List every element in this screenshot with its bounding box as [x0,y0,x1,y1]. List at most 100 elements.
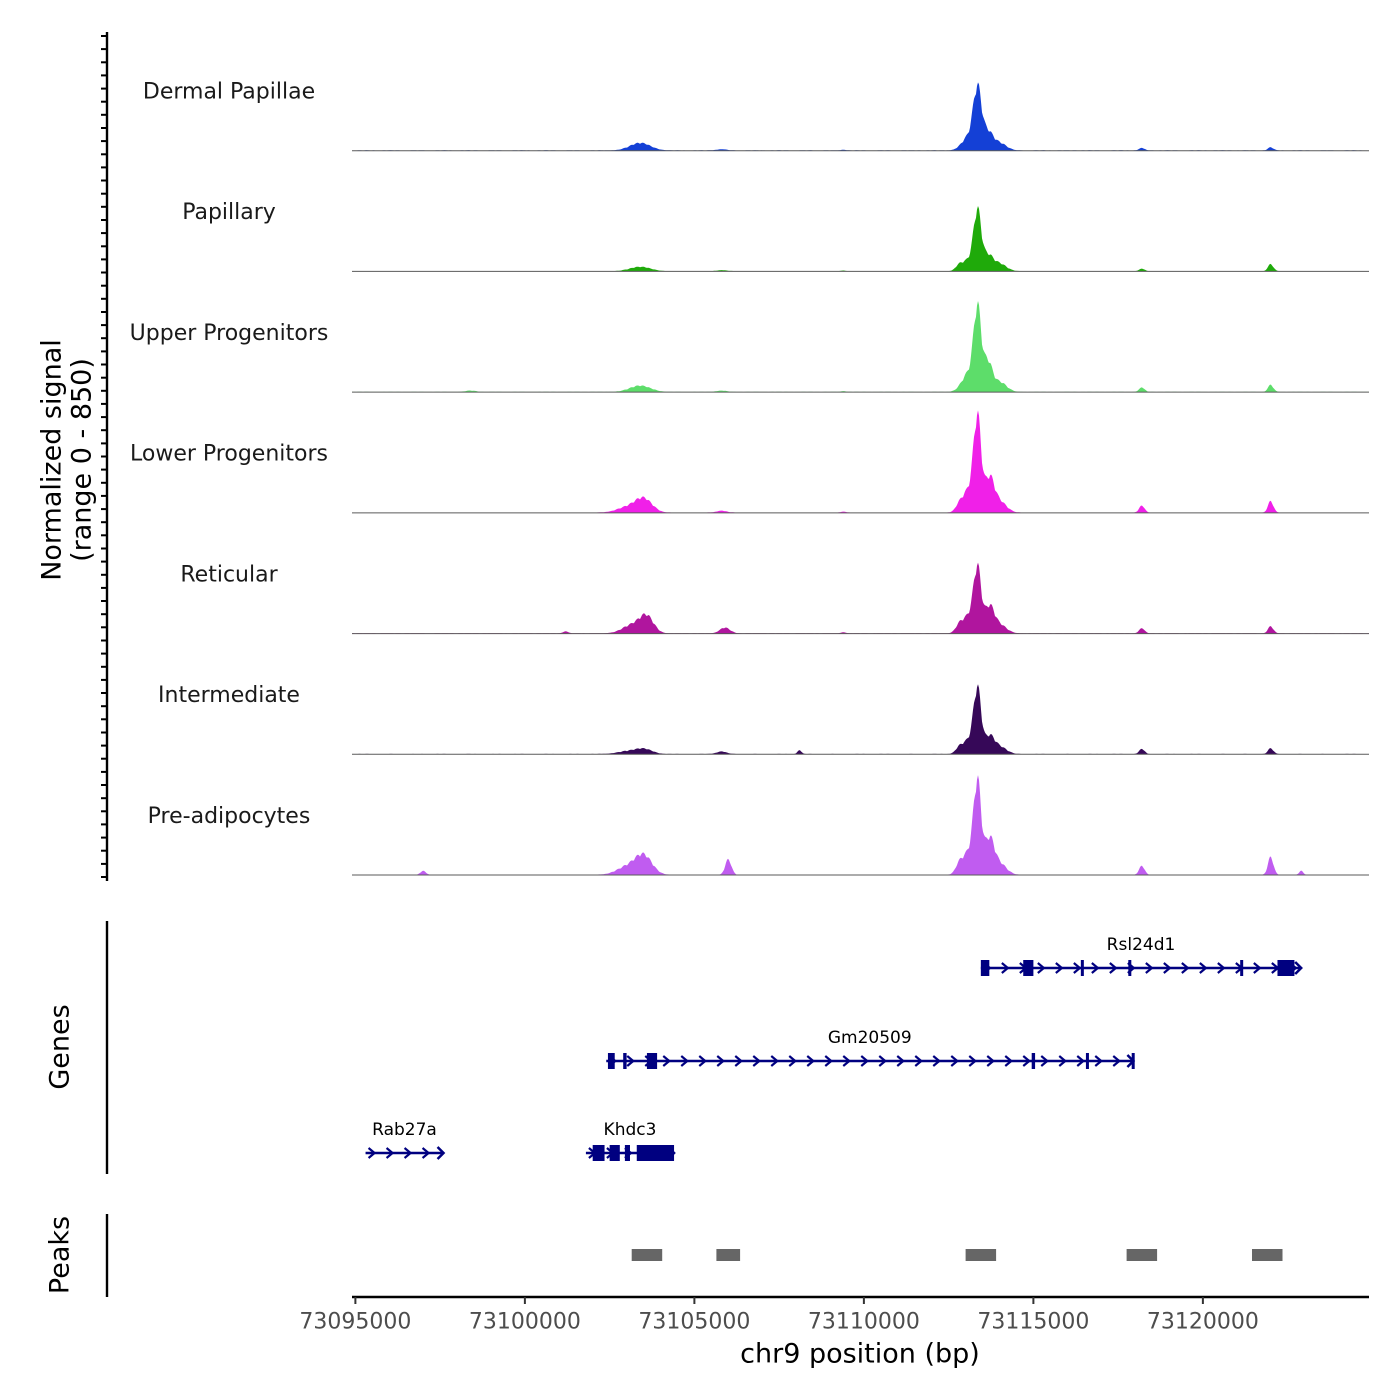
signal-area [352,410,1369,513]
exon [1080,960,1084,976]
track-reticular [352,562,1369,635]
x-tick-label: 73110000 [808,1310,920,1335]
exon [609,1145,620,1161]
signal-area [352,562,1369,634]
strand-arrow [698,1055,707,1067]
peak-region [965,1249,997,1261]
gene-label: Rab27a [372,1120,437,1140]
strand-arrow [1163,962,1172,974]
exon [1277,960,1295,976]
strand-arrow [842,1055,851,1067]
x-tick-label: 73095000 [299,1310,411,1335]
strand-arrow [1145,962,1154,974]
strand-arrow [914,1055,923,1067]
peak-region [631,1249,663,1261]
strand-arrow [1076,1055,1085,1067]
strand-arrow [824,1055,833,1067]
gene-gm20509: Gm20509 [606,1028,1136,1069]
exon [607,1053,615,1069]
peaks-axis-title: Peaks [45,1216,76,1294]
exon [1128,960,1132,976]
gene-label: Khdc3 [604,1120,657,1140]
strand-arrow [1253,962,1262,974]
strand-arrow [367,1147,377,1159]
exon [1240,960,1244,976]
strand-arrow [1109,962,1118,974]
gene-label: Gm20509 [828,1028,912,1048]
x-tick-label: 73115000 [977,1310,1089,1335]
strand-arrow [788,1055,797,1067]
track-labels: Dermal Papillae Papillary Upper Progenitor… [130,80,329,829]
strand-arrow [986,1055,995,1067]
genes-panel: Genes Rsl24d1 Gm20509 Rab27a Khdc3 [45,921,1303,1174]
strand-arrow [1199,962,1208,974]
strand-arrow [734,1055,743,1067]
exon [646,1053,658,1069]
track-intermediate [352,684,1369,755]
exon [1131,1053,1135,1069]
genes-axis-title: Genes [45,1004,76,1089]
gene-rab27a: Rab27a [365,1120,446,1160]
track-upper-progenitors [352,301,1369,393]
signal-y-ticks [101,35,107,878]
exon [980,960,990,976]
strand-arrow [662,1055,671,1067]
gene-rsl24d1: Rsl24d1 [980,935,1303,976]
x-tick-label: 73100000 [469,1310,581,1335]
exon [592,1145,605,1161]
strand-arrow [878,1055,887,1067]
gene-label: Rsl24d1 [1107,935,1176,955]
exon [1085,1053,1089,1069]
strand-arrow [680,1055,689,1067]
track-label: Dermal Papillae [143,80,315,105]
track-dermal-papillae [352,82,1369,152]
exon [1031,1053,1036,1069]
strand-arrow [1004,1055,1013,1067]
gene-khdc3: Khdc3 [585,1120,676,1161]
signal-y-axis-title: Normalized signal [37,339,68,581]
strand-arrow [968,1055,977,1067]
x-tick-label: 73105000 [638,1310,750,1335]
signal-tracks [352,82,1369,876]
peaks-panel: Peaks [45,1214,1283,1297]
exon [636,1145,675,1161]
strand-arrow [806,1055,815,1067]
signal-area [352,82,1369,151]
track-lower-progenitors [352,410,1369,514]
gene-models: Rsl24d1 Gm20509 Rab27a Khdc3 [365,935,1303,1161]
strand-arrow [716,1055,725,1067]
strand-arrow [1112,1055,1121,1067]
track-label: Pre-adipocytes [148,804,311,829]
track-label: Lower Progenitors [130,442,328,467]
strand-arrow [896,1055,905,1067]
signal-area [352,206,1369,272]
strand-arrow [1037,962,1046,974]
strand-arrow [421,1147,431,1159]
track-label: Intermediate [158,683,300,708]
exon [624,1145,630,1161]
strand-arrow [626,1055,635,1067]
strand-arrow [752,1055,761,1067]
gene-end-arrow [1294,961,1303,975]
gene-end-arrow [436,1146,446,1160]
strand-arrow [1073,962,1082,974]
strand-arrow [385,1147,395,1159]
signal-y-axis-range: (range 0 - 850) [67,358,98,562]
x-axis-title: chr9 position (bp) [740,1339,980,1370]
strand-arrow [1040,1055,1049,1067]
peak-region [1126,1249,1158,1261]
signal-area [352,775,1369,875]
strand-arrow [950,1055,959,1067]
strand-arrow [1055,962,1064,974]
strand-arrow [1001,962,1010,974]
signal-panel: Dermal Papillae Papillary Upper Progenitor… [101,32,1369,881]
track-papillary [352,206,1369,272]
peak-region [1252,1249,1283,1261]
peak-regions [631,1249,1283,1261]
peak-region [716,1249,741,1261]
strand-arrow [403,1147,413,1159]
exon [1023,960,1034,976]
track-pre-adipocytes [352,775,1369,876]
x-axis: 73095000 73100000 73105000 73110000 73115000… [299,1295,1369,1370]
